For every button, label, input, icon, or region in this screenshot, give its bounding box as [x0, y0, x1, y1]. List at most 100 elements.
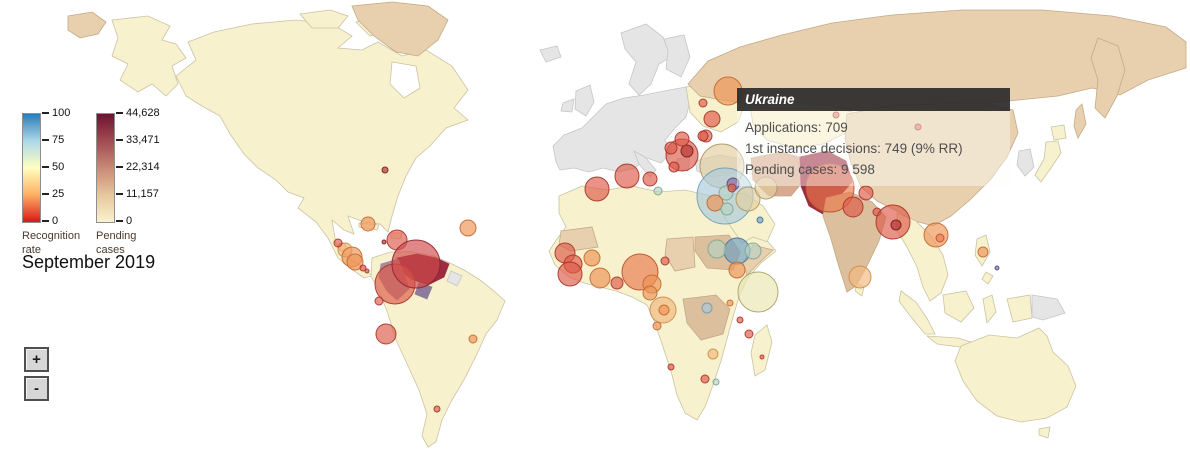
data-bubble[interactable] [652, 321, 662, 331]
country-australia[interactable] [954, 327, 1077, 423]
data-bubble[interactable] [842, 196, 864, 218]
data-bubble[interactable] [701, 302, 713, 314]
data-bubble[interactable] [697, 130, 709, 142]
data-bubble[interactable] [735, 186, 761, 212]
data-bubble[interactable] [737, 271, 779, 313]
data-bubble[interactable] [726, 299, 734, 307]
data-bubble[interactable] [364, 268, 370, 274]
data-bubble[interactable] [736, 316, 744, 324]
country-papua-new-guinea[interactable] [1031, 294, 1066, 321]
zoom-in-button[interactable]: + [24, 347, 49, 372]
data-bubble[interactable] [583, 249, 601, 267]
country-borneo[interactable] [942, 290, 975, 323]
country-uk[interactable] [574, 84, 595, 117]
country-chad[interactable] [664, 236, 696, 272]
data-bubble[interactable] [744, 329, 754, 339]
data-bubble[interactable] [728, 261, 746, 279]
data-bubble[interactable] [935, 233, 945, 243]
country-iceland[interactable] [539, 45, 562, 63]
data-bubble[interactable] [674, 131, 690, 147]
data-bubble[interactable] [658, 304, 670, 316]
data-bubble[interactable] [707, 239, 727, 259]
recognition-rate-colorbar [22, 113, 41, 223]
data-bubble[interactable] [698, 98, 708, 108]
data-bubble[interactable] [653, 186, 663, 196]
data-bubble[interactable] [360, 216, 376, 232]
country-alaska[interactable] [111, 15, 187, 97]
data-bubble[interactable] [703, 110, 721, 128]
data-bubble[interactable] [381, 239, 387, 245]
country-japan-hokkaido[interactable] [1050, 124, 1067, 141]
country-papua-indonesia[interactable] [1006, 294, 1033, 323]
zoom-out-button[interactable]: - [24, 376, 49, 401]
data-bubble[interactable] [381, 166, 389, 174]
data-bubble[interactable] [754, 176, 778, 200]
country-tasmania[interactable] [1038, 426, 1051, 439]
data-bubble[interactable] [858, 185, 874, 201]
country-greenland[interactable] [351, 1, 449, 57]
data-bubble[interactable] [744, 242, 762, 260]
country-scandinavia[interactable] [620, 23, 672, 96]
data-bubble[interactable] [468, 334, 478, 344]
data-bubble[interactable] [832, 111, 840, 119]
country-sulawesi[interactable] [982, 294, 997, 324]
country-kazakhstan[interactable] [749, 101, 853, 149]
country-japan[interactable] [1034, 140, 1062, 183]
country-sumatra[interactable] [898, 290, 936, 335]
data-bubble[interactable] [391, 239, 441, 289]
country-drc[interactable] [682, 294, 731, 341]
data-bubble[interactable] [713, 76, 743, 106]
data-bubble[interactable] [333, 238, 343, 248]
data-bubble[interactable] [759, 354, 765, 360]
data-bubble[interactable] [727, 183, 737, 193]
data-bubble[interactable] [433, 405, 441, 413]
country-philippines-south[interactable] [981, 271, 994, 285]
country-ireland[interactable] [560, 98, 575, 113]
data-bubble[interactable] [994, 265, 1000, 271]
data-bubble[interactable] [610, 276, 624, 290]
data-bubble[interactable] [712, 378, 720, 386]
country-europe-mainland[interactable] [552, 86, 691, 173]
country-canada-usa-mexico[interactable] [175, 19, 469, 279]
data-bubble[interactable] [359, 264, 367, 272]
data-bubble[interactable] [557, 261, 583, 287]
data-bubble[interactable] [589, 267, 611, 289]
country-sakhalin[interactable] [1073, 103, 1087, 139]
data-bubble[interactable] [923, 222, 949, 248]
data-bubble[interactable] [374, 296, 384, 306]
data-bubble[interactable] [680, 144, 694, 158]
data-bubble[interactable] [668, 161, 680, 173]
data-bubble[interactable] [664, 141, 678, 155]
data-bubble[interactable] [660, 256, 670, 266]
data-bubble[interactable] [642, 285, 658, 301]
data-bubble[interactable] [667, 363, 675, 371]
legend-pending-cases: 44,628 33,471 22,314 11,157 0 Pending cases [96, 107, 186, 256]
country-arctic-islands[interactable] [299, 9, 349, 29]
data-bubble[interactable] [977, 246, 989, 258]
data-bubble[interactable] [700, 374, 710, 384]
country-korea[interactable] [1016, 148, 1035, 177]
data-bubble[interactable] [346, 253, 364, 271]
data-bubble[interactable] [614, 163, 640, 189]
data-bubble[interactable] [848, 265, 872, 289]
country-finland[interactable] [663, 34, 691, 78]
zoom-controls: + - [24, 347, 49, 401]
data-bubble[interactable] [720, 202, 734, 216]
data-bubble[interactable] [584, 176, 610, 202]
data-bubble[interactable] [642, 171, 658, 187]
country-french-guiana[interactable] [446, 270, 463, 287]
data-bubble[interactable] [707, 348, 719, 360]
data-bubble[interactable] [459, 219, 477, 237]
data-bubble[interactable] [805, 163, 855, 213]
data-bubble[interactable] [756, 216, 764, 224]
country-madagascar[interactable] [750, 324, 773, 377]
data-bubble[interactable] [890, 219, 902, 231]
data-bubble[interactable] [375, 323, 397, 345]
data-bubble[interactable] [914, 123, 922, 131]
data-bubble[interactable] [706, 194, 724, 212]
pending-cases-ticks: 44,628 33,471 22,314 11,157 0 [116, 107, 186, 227]
country-chukotka[interactable] [67, 11, 107, 39]
country-kamchatka[interactable] [1090, 37, 1126, 119]
